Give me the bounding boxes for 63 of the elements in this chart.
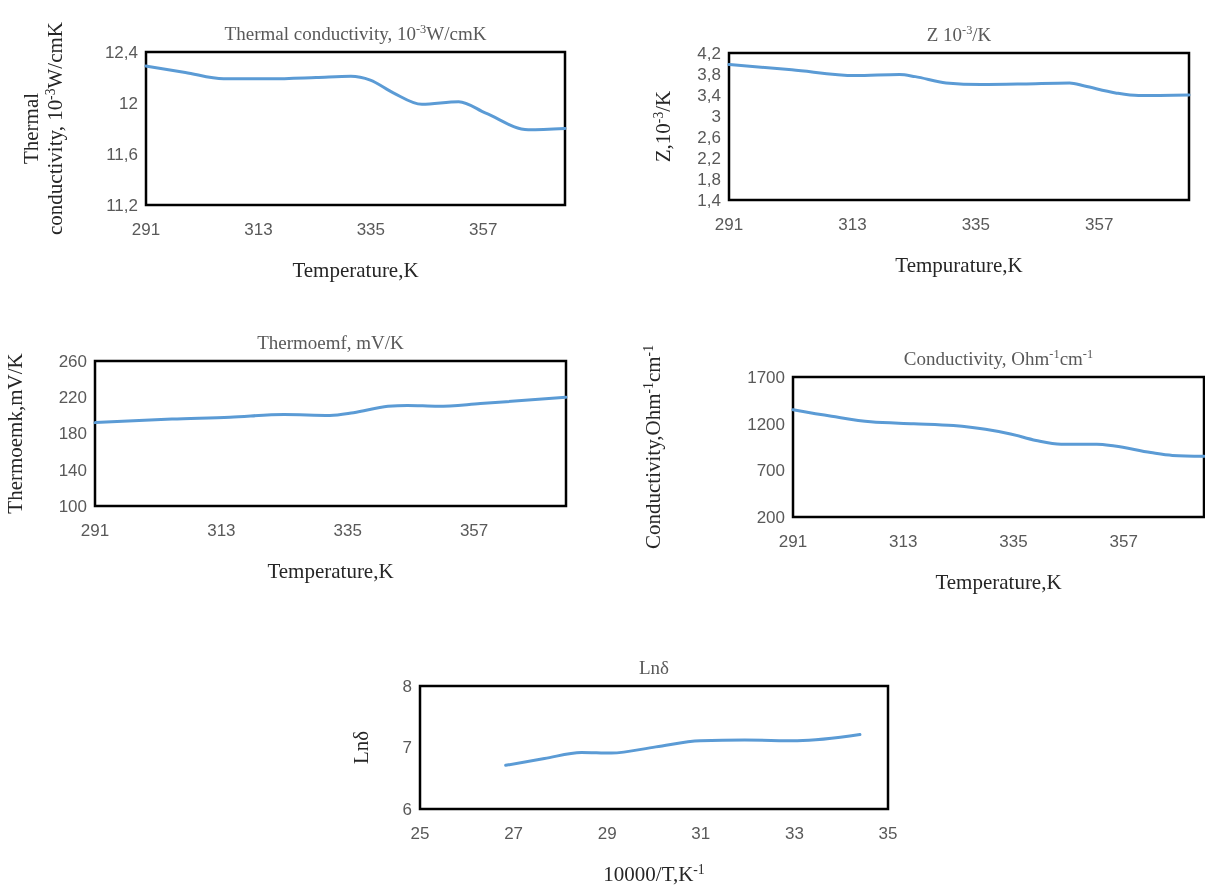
x-tick-label: 25 (410, 824, 430, 843)
y-tick-label: 4,2 (697, 43, 721, 63)
x-tick-label: 313 (207, 521, 236, 540)
x-tick-label: 357 (1085, 215, 1114, 234)
chart-title: Z 10$^{-3}$/K (926, 23, 992, 45)
y-tick-label: 11,2 (106, 195, 138, 215)
y-tick-label: 12 (119, 93, 138, 113)
x-axis-title: Temperature,K (267, 559, 394, 583)
line-series (93, 395, 568, 425)
line-series (504, 733, 862, 767)
y-tick-label: 260 (58, 351, 87, 371)
x-tick-label: 335 (999, 532, 1028, 551)
x-tick-label: 357 (1109, 532, 1138, 551)
x-tick-label: 335 (961, 215, 991, 234)
y-axis-title: Lnδ (349, 730, 373, 765)
x-tick-label: 357 (469, 220, 498, 239)
x-axis-title: Temperature,K (935, 570, 1062, 594)
x-tick-label: 27 (504, 824, 524, 843)
y-tick-label: 3,8 (697, 64, 721, 84)
y-axis-title: Thermoemk,mV/K (3, 353, 27, 514)
y-tick-label: 1,4 (697, 190, 721, 210)
line-series (791, 408, 1205, 458)
y-tick-label: 1,8 (697, 169, 721, 189)
y-tick-label: 200 (756, 507, 785, 527)
x-tick-label: 291 (714, 215, 744, 234)
x-tick-label: 291 (80, 521, 110, 540)
x-tick-label: 35 (878, 824, 898, 843)
y-tick-label: 220 (58, 388, 87, 408)
x-tick-label: 291 (778, 532, 808, 551)
y-tick-label: 2,6 (697, 127, 721, 147)
chart-title: Conductivity, Ohm$^{-1}$cm$^{-1}$ (903, 347, 1094, 369)
y-tick-label: 3 (711, 106, 721, 126)
y-tick-label: 1700 (747, 367, 785, 387)
x-tick-label: 33 (784, 824, 804, 843)
x-axis-title: Temperature,K (292, 258, 419, 282)
y-tick-label: 11,6 (106, 144, 138, 164)
chart-title: Thermal conductivity, 10$^{-3}$W/cmK (224, 22, 487, 44)
y-tick-label: 140 (58, 460, 87, 480)
x-axis-title: Tempurature,K (895, 253, 1023, 277)
y-tick-label: 8 (402, 676, 412, 696)
x-tick-label: 291 (131, 220, 161, 239)
x-tick-label: 313 (889, 532, 918, 551)
y-tick-label: 3,4 (697, 85, 721, 105)
x-tick-label: 335 (356, 220, 386, 239)
x-tick-label: 29 (597, 824, 617, 843)
x-tick-label: 335 (333, 521, 362, 540)
y-tick-label: 12,4 (104, 42, 138, 62)
x-tick-label: 313 (838, 215, 867, 234)
y-tick-label: 1200 (747, 414, 785, 434)
chart-title: Lnδ (638, 657, 670, 678)
y-tick-label: 7 (402, 738, 412, 758)
x-axis-title: 10000/T,K$^{-1}$ (603, 861, 705, 886)
x-tick-label: 31 (691, 824, 711, 843)
y-tick-label: 2,2 (697, 148, 721, 168)
chart-title: Thermoemf, mV/K (257, 332, 405, 353)
y-tick-label: 700 (756, 461, 785, 481)
y-tick-label: 6 (402, 799, 412, 819)
x-tick-label: 357 (459, 521, 489, 540)
y-tick-label: 180 (58, 424, 87, 444)
x-tick-label: 313 (244, 220, 273, 239)
line-series (144, 64, 567, 132)
y-tick-label: 100 (58, 496, 87, 516)
line-series (727, 63, 1191, 98)
